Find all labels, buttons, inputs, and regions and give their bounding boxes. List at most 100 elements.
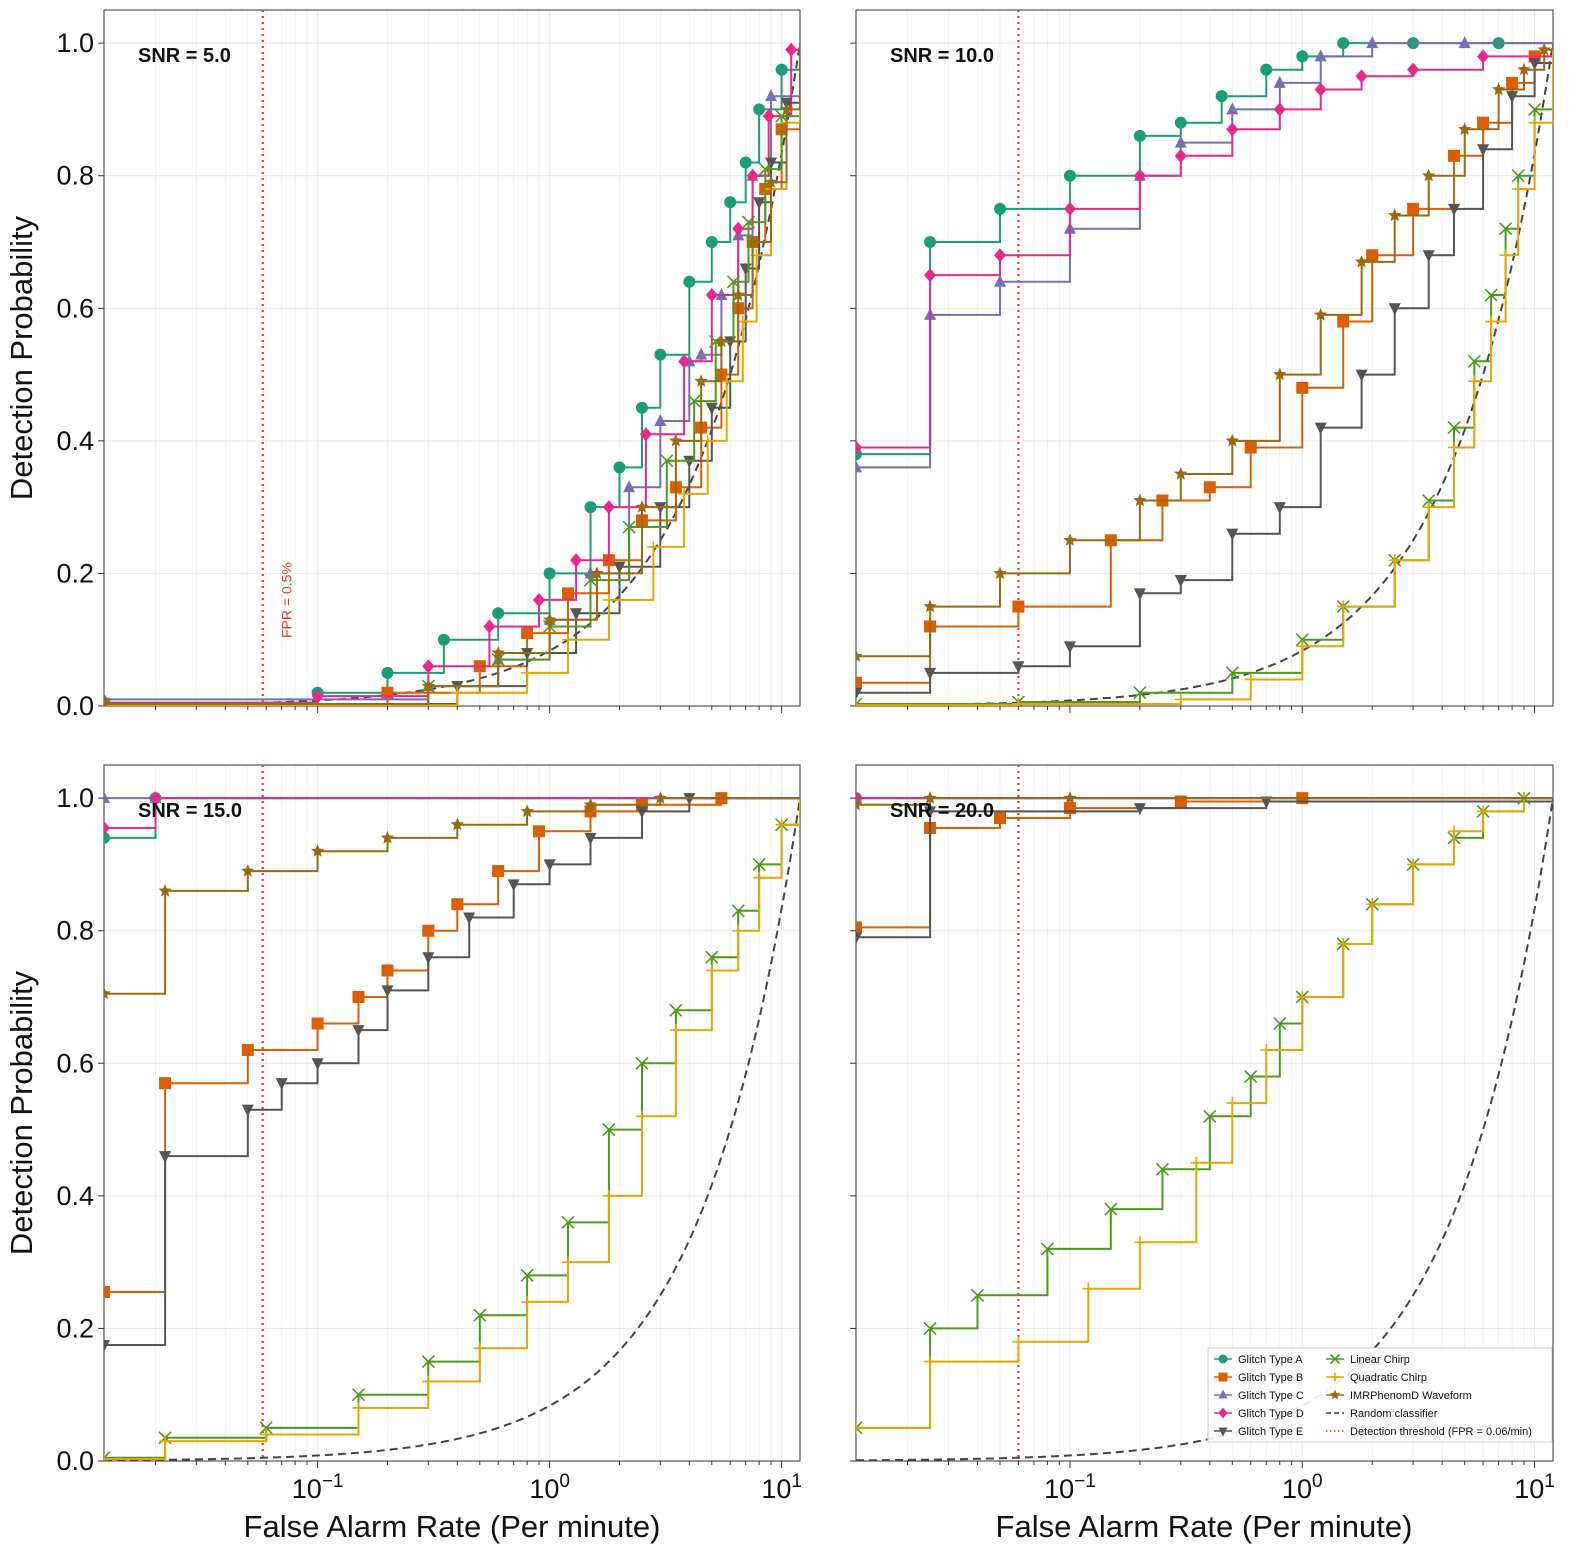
data-point-marker (562, 587, 574, 600)
data-point-marker (1477, 116, 1490, 129)
data-point-marker (570, 553, 583, 568)
y-tick-label: 0.6 (56, 1048, 94, 1078)
data-point-marker (1296, 991, 1309, 1003)
data-point-marker (311, 689, 324, 704)
data-point-marker (602, 500, 615, 515)
data-point-marker (654, 348, 667, 361)
data-point-marker (380, 830, 395, 844)
data-point-marker (701, 434, 714, 447)
data-point-marker (678, 354, 691, 369)
series-glitch-type-d (104, 791, 800, 835)
series-line (856, 42, 1553, 456)
data-point-marker (993, 812, 1006, 825)
data-point-marker (731, 904, 745, 918)
data-point-marker (104, 1451, 111, 1461)
data-point-marker (451, 898, 464, 911)
data-point-marker (653, 791, 667, 804)
data-point-marker (669, 433, 683, 447)
data-point-marker (695, 347, 708, 360)
legend-label: Glitch Type C (1238, 1390, 1304, 1402)
series-imrphenomd-waveform (104, 791, 800, 1000)
data-point-marker (923, 1321, 937, 1335)
data-point-marker (1203, 481, 1216, 494)
series-line (856, 43, 1553, 658)
data-point-marker (492, 865, 505, 878)
series-line (104, 798, 800, 1460)
data-point-marker (694, 374, 708, 387)
series-line (856, 43, 1553, 684)
data-point-marker (1492, 82, 1506, 96)
data-point-marker (856, 697, 863, 706)
data-point-marker (1012, 661, 1025, 674)
data-point-marker (241, 864, 255, 877)
data-point-marker (422, 924, 435, 937)
panel-4: 10−1 100 101 SNR = 20.0 (850, 764, 1555, 1504)
data-point-marker (970, 1288, 985, 1302)
data-point-marker (158, 883, 172, 897)
data-point-marker (421, 1355, 435, 1369)
data-point-marker (741, 215, 756, 229)
data-point-marker (1512, 182, 1525, 195)
data-point-marker (1225, 433, 1239, 447)
data-point-marker (732, 221, 745, 236)
series-line (104, 797, 800, 1293)
data-point-marker (856, 1421, 863, 1435)
data-point-marker (275, 1078, 288, 1091)
data-point-marker (543, 612, 557, 626)
data-point-marker (602, 1189, 615, 1202)
legend-label: Glitch Type D (1238, 1408, 1304, 1420)
y-tick-label: 0.0 (56, 691, 94, 721)
y-tick-label: 0.2 (56, 1313, 94, 1343)
random-classifier-line (104, 42, 800, 706)
data-point-marker (422, 952, 435, 965)
data-point-marker (602, 1123, 616, 1137)
data-point-marker (687, 394, 701, 408)
data-point-marker (1133, 493, 1147, 507)
data-point-marker (1422, 250, 1435, 263)
data-point-marker (1477, 805, 1490, 818)
legend-item-glitch-type-a: Glitch Type A (1214, 1354, 1303, 1366)
y-tick-label: 0.4 (56, 1181, 94, 1211)
data-point-marker (1226, 122, 1239, 137)
data-point-marker (1063, 201, 1076, 216)
data-point-marker (779, 102, 794, 116)
y-tick-label: 1.0 (56, 783, 94, 813)
series-glitch-type-e (856, 43, 1553, 700)
data-point-marker (1133, 168, 1146, 183)
data-point-marker (762, 109, 775, 124)
data-point-marker (856, 699, 862, 706)
data-point-marker (623, 480, 636, 493)
data-point-marker (421, 679, 435, 692)
data-point-marker (924, 806, 937, 819)
data-point-marker (1203, 1109, 1217, 1123)
y-tick-label: 0.8 (56, 161, 94, 191)
series-line (104, 43, 800, 705)
data-point-marker (635, 1110, 648, 1123)
data-point-marker (613, 461, 626, 474)
data-point-marker (562, 633, 574, 646)
legend: Glitch Type A Glitch Type B Glitch Type C G… (1207, 1347, 1553, 1443)
series-line (856, 797, 1553, 1429)
data-point-marker (450, 817, 464, 831)
data-point-marker (104, 697, 111, 706)
data-point-marker (1506, 91, 1519, 104)
data-point-marker (1528, 102, 1542, 116)
data-point-marker (731, 288, 745, 301)
data-point-marker (159, 1435, 172, 1448)
data-point-marker (483, 619, 496, 634)
data-point-marker (543, 567, 556, 580)
data-point-marker (924, 1355, 937, 1368)
data-point-marker (1499, 249, 1512, 262)
data-point-marker (732, 924, 745, 937)
data-point-marker (753, 103, 766, 116)
data-point-marker (856, 440, 862, 455)
data-point-marker (1458, 122, 1472, 135)
data-point-marker (1407, 62, 1420, 77)
legend-item-glitch-type-e: Glitch Type E (1214, 1426, 1303, 1438)
data-point-marker (381, 985, 394, 998)
data-point-marker (1511, 169, 1525, 183)
series-glitch-type-e (104, 793, 800, 1352)
data-point-marker (1273, 502, 1286, 515)
axes-frame (103, 764, 801, 1462)
